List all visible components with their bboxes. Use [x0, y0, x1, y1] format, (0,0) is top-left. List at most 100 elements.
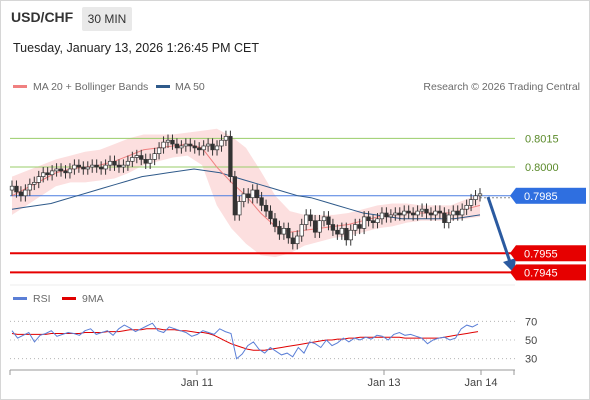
bollinger-band — [12, 128, 480, 258]
candles — [9, 130, 483, 250]
candle-body — [254, 189, 260, 199]
candle-body — [130, 157, 135, 162]
candle-body — [58, 168, 64, 172]
symbol-title: USD/CHF — [11, 9, 74, 25]
candle-body — [357, 224, 362, 229]
candle-body — [460, 208, 465, 216]
candle-body — [375, 218, 380, 223]
candle-body — [121, 164, 126, 168]
candle-body — [125, 160, 131, 166]
price-legend: MA 20 + Bollinger Bands MA 50 Research ©… — [13, 81, 580, 93]
candle-body — [299, 224, 304, 237]
credit-label: Research © 2026 Trading Central — [423, 81, 580, 93]
candle-body — [237, 201, 242, 216]
candle-body — [63, 170, 68, 174]
candle-body — [9, 185, 15, 191]
candle-body — [219, 139, 224, 147]
ma50-legend-label: MA 50 — [175, 81, 205, 93]
candle-body — [232, 176, 238, 216]
ma50-line — [11, 168, 481, 220]
candle-body — [370, 220, 376, 223]
candle-body — [143, 159, 148, 164]
candle-body — [464, 205, 469, 210]
candle-body — [161, 141, 166, 149]
candle-body — [76, 164, 82, 168]
candle-body — [277, 226, 282, 235]
candle-body — [290, 237, 295, 245]
candle-body — [317, 220, 322, 233]
candle-body — [259, 197, 264, 206]
level-label-0.7945: 0.7945 — [524, 267, 558, 279]
rsi-legend-swatch — [13, 297, 27, 300]
rsi-legend-label: RSI — [33, 293, 51, 305]
ma50-legend-swatch — [156, 85, 170, 88]
candle-body — [14, 185, 19, 193]
candle-body — [174, 143, 180, 149]
candle-body — [468, 199, 474, 206]
candle-body — [183, 143, 188, 147]
candle-body — [308, 214, 313, 222]
candle-body — [442, 212, 447, 223]
candle-body — [49, 170, 55, 176]
level-label-0.7955: 0.7955 — [524, 248, 558, 260]
level-tag-0.7945 — [516, 264, 586, 281]
candle-body — [98, 166, 104, 170]
candle-body — [201, 145, 206, 151]
candle-body — [241, 193, 246, 202]
forecast-arrow-line — [486, 196, 512, 263]
level-tag-point-0.7985 — [510, 187, 516, 204]
forecast-arrow — [486, 196, 516, 273]
candle-body — [103, 164, 108, 170]
candle-body — [335, 229, 340, 235]
rsi-tick-label-50: 50 — [525, 335, 537, 347]
candle-body — [116, 164, 122, 168]
candle-body — [295, 235, 300, 245]
level-tag-0.7955 — [516, 245, 586, 262]
candle-body — [214, 145, 220, 151]
timestamp-label: Tuesday, January 13, 2026 1:26:45 PM CET — [13, 41, 259, 55]
candle-body — [54, 168, 59, 172]
candle-body — [379, 212, 385, 220]
candle-body — [388, 214, 394, 218]
candle-body — [268, 210, 273, 220]
candle-body — [326, 216, 331, 225]
level-label-0.8000: 0.8000 — [525, 162, 559, 174]
candle-body — [156, 147, 162, 154]
candle-body — [250, 189, 255, 199]
candle-body — [451, 210, 456, 216]
candle-body — [477, 193, 483, 197]
level-label-0.8015: 0.8015 — [525, 133, 559, 145]
candle-body — [188, 143, 193, 147]
timeframe-button[interactable]: 30 MIN — [82, 7, 132, 31]
candle-body — [393, 212, 398, 216]
bollinger-band-fill — [12, 128, 480, 258]
candle-body — [286, 228, 291, 239]
candle-body — [179, 145, 184, 149]
candle-body — [281, 228, 287, 235]
time-tick-label-jan14: Jan 14 — [464, 377, 497, 389]
candle-body — [304, 214, 309, 225]
candle-body — [134, 155, 139, 158]
level-label-0.7985: 0.7985 — [524, 191, 558, 203]
candle-body — [67, 168, 73, 174]
candle-body — [428, 212, 434, 216]
candle-body — [473, 195, 478, 200]
candle-body — [107, 160, 113, 166]
candle-body — [321, 216, 327, 222]
candle-body — [81, 166, 86, 170]
candle-body — [72, 164, 77, 170]
time-axis: Jan 11 Jan 13 Jan 14 — [9, 369, 515, 389]
candle-body — [90, 164, 95, 168]
candle-body — [263, 205, 269, 212]
moving-averages — [11, 143, 481, 233]
level-tag-point-0.7945 — [510, 264, 516, 281]
candle-body — [210, 143, 215, 151]
time-tick-label-jan13: Jan 13 — [367, 377, 400, 389]
candle-body — [41, 172, 46, 177]
level-tag-point-0.7955 — [510, 245, 516, 262]
candle-body — [446, 214, 451, 223]
rsi-ma-legend-label: 9MA — [82, 293, 104, 305]
candle-body — [361, 216, 367, 229]
candle-body — [246, 193, 251, 199]
